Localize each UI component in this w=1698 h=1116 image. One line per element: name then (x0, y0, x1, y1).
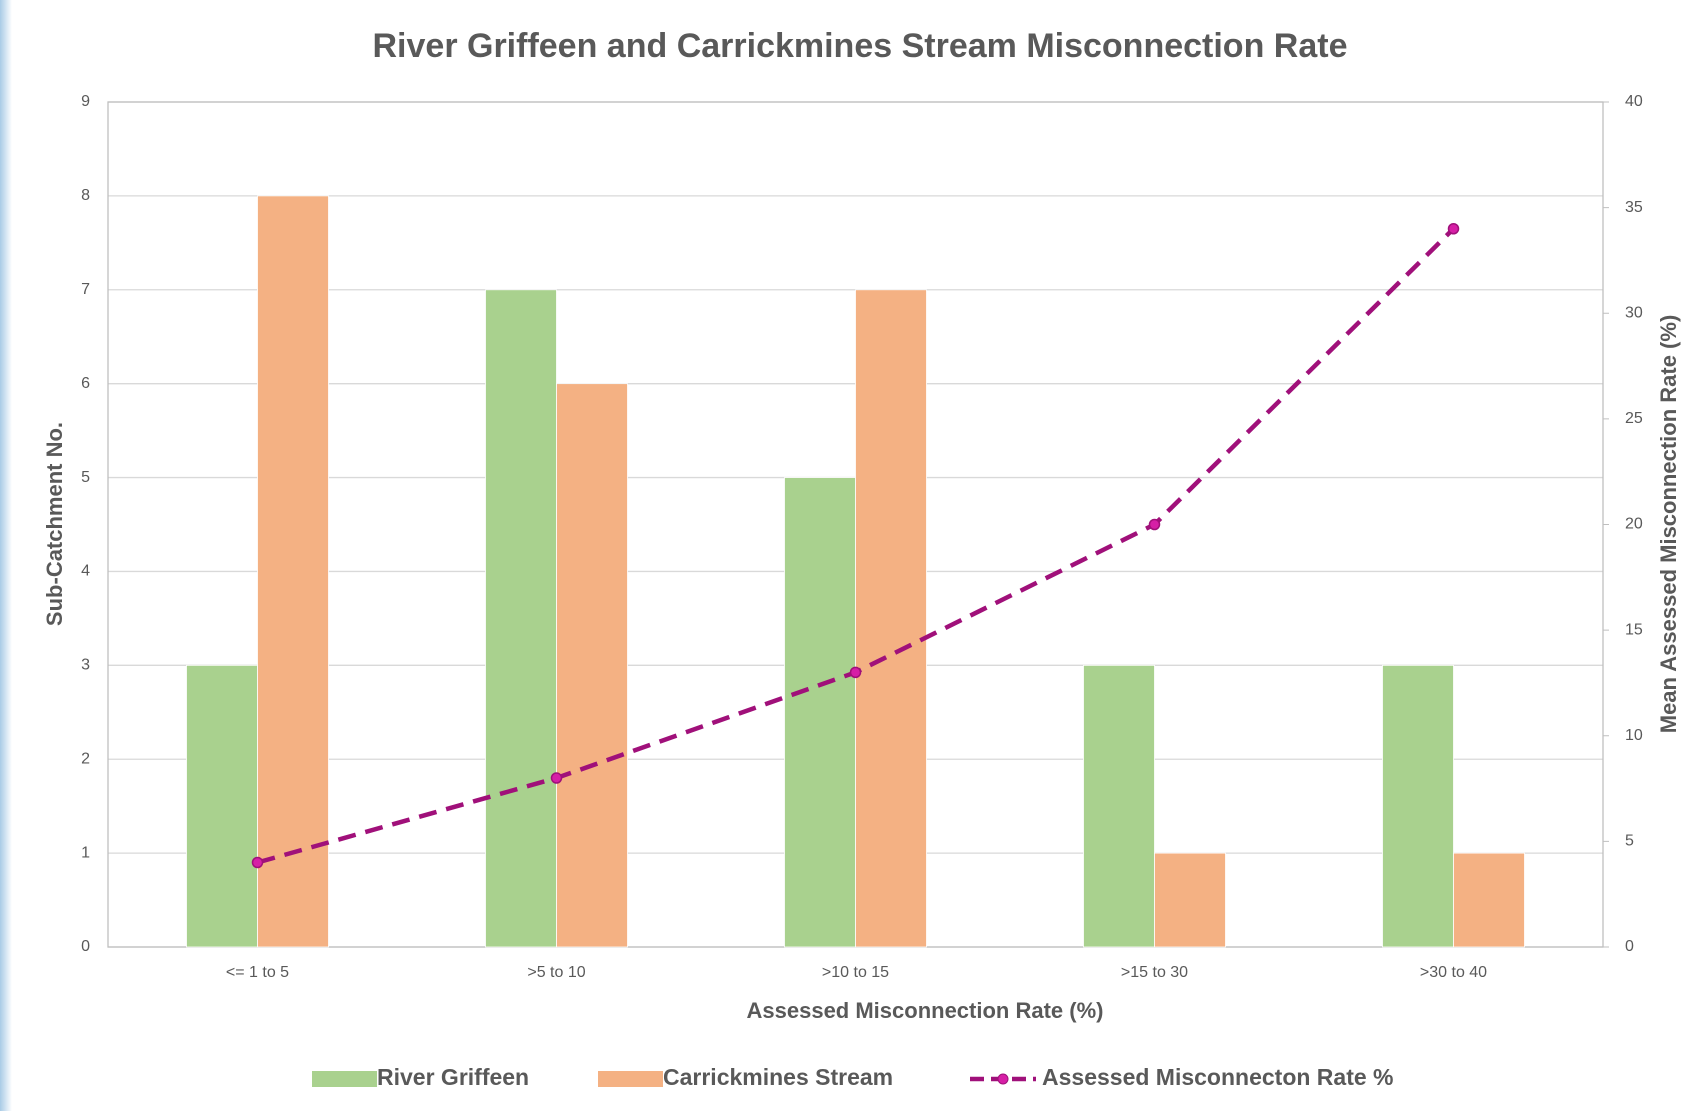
bar (485, 289, 557, 948)
y2-tick-label: 0 (1625, 938, 1634, 955)
y-tick-label: 3 (81, 657, 90, 674)
bar (556, 383, 628, 948)
legend-label: River Griffeen (377, 1064, 529, 1090)
legend-label: Carrickmines Stream (663, 1064, 893, 1090)
x-tick-label: >5 to 10 (527, 964, 585, 981)
y-tick-label: 5 (81, 469, 90, 486)
bar (186, 664, 258, 948)
legend-label: Assessed Misconnecton Rate % (1042, 1064, 1394, 1090)
bar (1083, 664, 1155, 948)
y-tick-label: 4 (81, 563, 90, 580)
x-tick-label: >15 to 30 (1121, 964, 1188, 981)
y2-tick-label: 25 (1625, 410, 1643, 427)
y-tick-label: 7 (81, 281, 90, 298)
y2-tick-label: 5 (1625, 833, 1634, 850)
y2-tick-label: 40 (1625, 93, 1643, 110)
y2-tick-label: 15 (1625, 621, 1643, 638)
line-point (1447, 223, 1460, 235)
y-tick-label: 0 (81, 938, 90, 955)
y2-axis-title: Mean Assessed Misconnection Rate (%) (1656, 315, 1681, 734)
bar (1154, 852, 1226, 948)
y2-tick-label: 10 (1625, 727, 1643, 744)
bar (1453, 852, 1525, 948)
x-tick-label: >30 to 40 (1420, 964, 1487, 981)
bar (784, 477, 856, 948)
legend-swatch (997, 1073, 1009, 1085)
line-point (251, 856, 264, 869)
y-tick-label: 9 (81, 93, 90, 110)
y-tick-label: 6 (81, 375, 90, 392)
x-tick-label: <= 1 to 5 (226, 964, 289, 981)
y-axis-title: Sub-Catchment No. (42, 422, 67, 626)
x-tick-label: >10 to 15 (822, 964, 889, 981)
bar (257, 195, 329, 948)
y2-tick-label: 20 (1625, 516, 1643, 533)
y2-tick-label: 30 (1625, 304, 1643, 321)
legend-swatch (312, 1071, 377, 1087)
bar (855, 289, 927, 948)
legend-swatch (598, 1071, 663, 1087)
x-axis-title: Assessed Misconnection Rate (%) (747, 998, 1104, 1023)
y-tick-label: 1 (81, 844, 90, 861)
edge (0, 0, 12, 1111)
line-point (1148, 518, 1161, 531)
line-point (849, 666, 862, 679)
y-tick-label: 2 (81, 750, 90, 767)
chart-title: River Griffeen and Carrickmines Stream M… (373, 27, 1348, 65)
y-tick-label: 8 (81, 187, 90, 204)
y2-tick-label: 35 (1625, 199, 1643, 216)
bar (1382, 664, 1454, 948)
line-point (550, 772, 563, 784)
